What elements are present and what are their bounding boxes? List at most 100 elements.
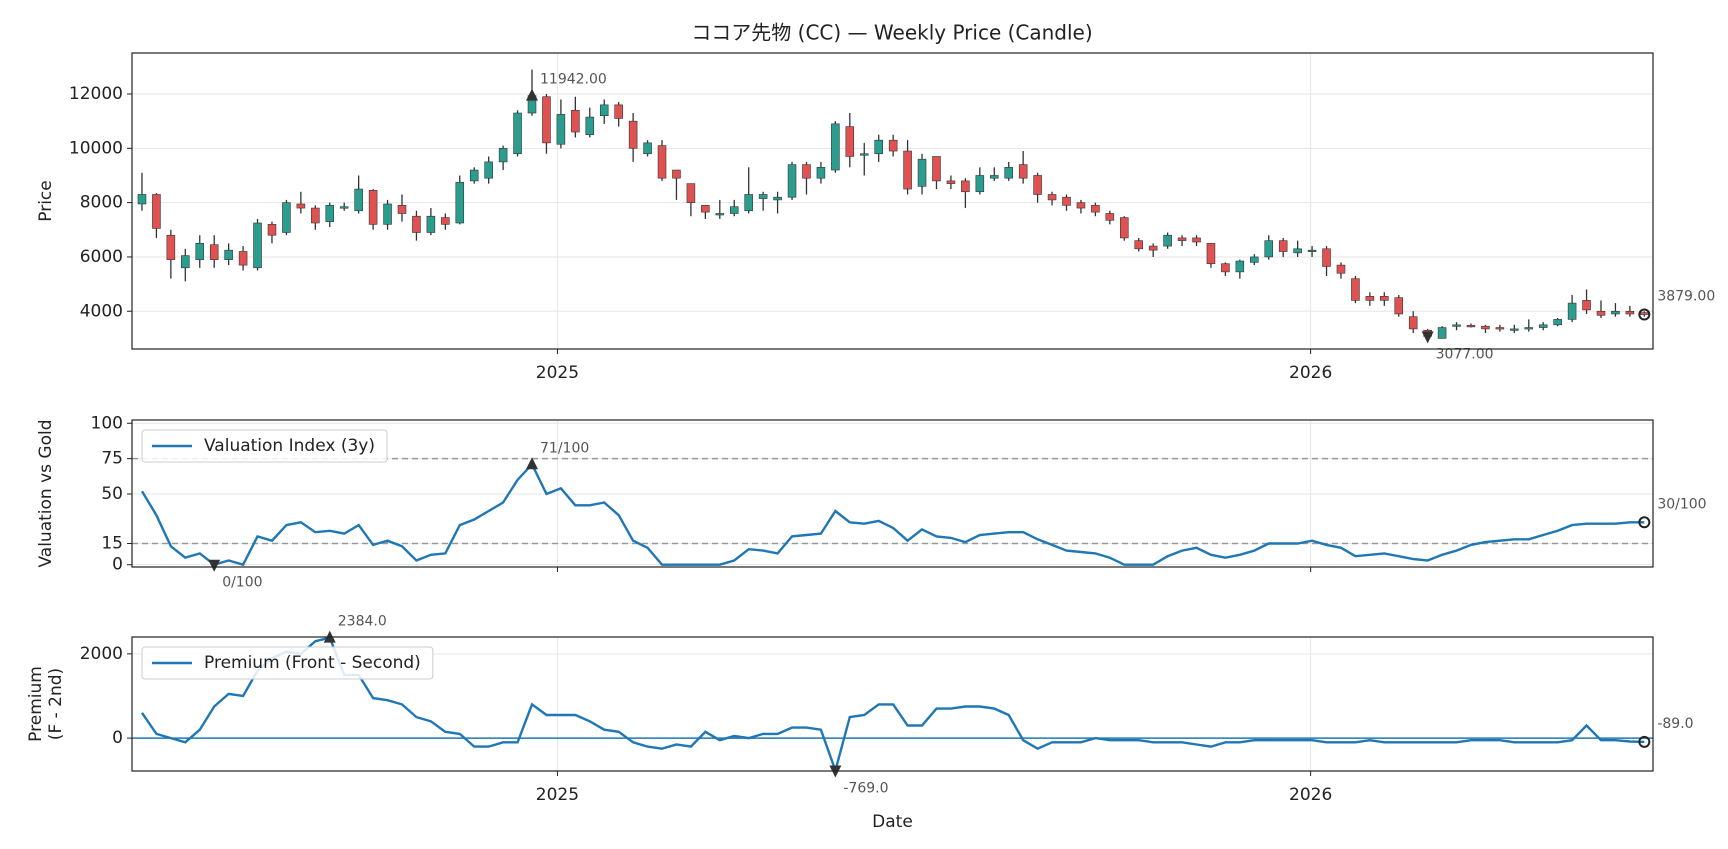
candle-body: [498, 148, 508, 163]
max-marker: [526, 457, 539, 470]
candle-body: [1510, 328, 1519, 331]
legend-box: [141, 646, 434, 680]
candle-body: [643, 142, 652, 155]
candle-body: [1235, 260, 1245, 273]
candle-body: [484, 161, 493, 179]
min-marker: [1421, 331, 1434, 344]
annotation-label: 30/100: [1657, 496, 1706, 512]
candle-body: [1062, 196, 1071, 206]
chart-title: ココア先物 (CC) — Weekly Price (Candle): [691, 21, 1092, 45]
y-tick-label: 15: [101, 534, 123, 554]
candle-body: [209, 244, 219, 260]
candle-body: [773, 196, 782, 201]
candle-body: [152, 194, 161, 229]
candle-body: [1640, 312, 1649, 315]
candle-body: [296, 203, 306, 209]
candle-body: [1278, 240, 1288, 252]
line-series: [140, 462, 1645, 567]
candle-body: [1293, 248, 1302, 254]
candle-body: [1206, 243, 1216, 265]
annotation-label: 71/100: [540, 440, 589, 456]
candle-body: [961, 180, 970, 193]
candle-body: [267, 224, 277, 236]
candle-body: [542, 96, 551, 144]
candle-body: [1408, 316, 1418, 330]
candle-body: [1481, 325, 1490, 330]
candle-body: [137, 194, 147, 205]
candle-body: [1365, 296, 1375, 301]
candle-body: [1466, 325, 1476, 328]
candle-body: [224, 249, 233, 260]
candle-body: [1452, 324, 1461, 327]
candle-body: [1105, 213, 1115, 221]
candle-body: [455, 181, 465, 224]
candle-body: [599, 104, 609, 117]
candle-body: [1033, 175, 1042, 195]
max-marker: [526, 88, 539, 101]
candle-body: [1018, 164, 1028, 179]
legend-box: [141, 429, 388, 463]
legend-label: Valuation Index (3y): [204, 436, 375, 456]
candle-body: [441, 217, 450, 225]
candle-body: [845, 126, 855, 157]
candle-body: [1120, 217, 1129, 239]
candle-body: [1307, 249, 1317, 252]
y-tick-label: 50: [101, 484, 123, 504]
candle-body: [1611, 310, 1620, 315]
candle-body: [1625, 310, 1635, 315]
annotation-label: 11942.00: [540, 72, 607, 88]
candle-body: [614, 104, 623, 119]
last-marker: [1638, 308, 1651, 321]
y-tick-label: 8000: [80, 193, 123, 213]
candle-body: [1582, 300, 1591, 311]
candle-body: [701, 205, 710, 213]
candle-body: [946, 180, 956, 184]
candle-body: [253, 222, 262, 269]
candle-body: [1076, 202, 1086, 209]
candle-body: [859, 153, 869, 156]
candle-body: [758, 194, 768, 199]
candle-body: [368, 190, 378, 225]
last-marker: [1638, 735, 1651, 748]
candle-body: [1177, 237, 1187, 241]
plot-frame: [131, 52, 1654, 350]
candle-body: [426, 215, 436, 233]
candle-body: [166, 234, 176, 260]
x-tick-label: 2026: [1289, 785, 1332, 805]
candle-body: [744, 194, 753, 212]
candle-body: [325, 205, 335, 222]
candle-body: [1264, 240, 1274, 258]
candle-body: [1336, 264, 1346, 274]
y-tick-label: 12000: [69, 84, 123, 104]
candle-body: [238, 251, 248, 266]
candle-body: [383, 203, 392, 225]
candle-body: [195, 243, 205, 260]
candle-body: [686, 183, 696, 203]
y-tick-label: 10000: [69, 138, 123, 158]
candle-body: [585, 116, 595, 136]
candle-body: [354, 188, 363, 212]
y-tick-label: 100: [91, 413, 123, 433]
candle-body: [556, 114, 566, 145]
annotation-label: 3879.00: [1657, 289, 1715, 305]
x-tick-label: 2026: [1289, 363, 1332, 383]
y-tick-label: 2000: [80, 644, 123, 664]
legend-label: Premium (Front - Second): [204, 653, 421, 673]
candle-body: [1322, 248, 1331, 267]
candle-body: [311, 207, 320, 224]
y-axis-label: Premium: [26, 666, 46, 742]
annotation-label: 2384.0: [338, 614, 387, 630]
candle-body: [975, 175, 985, 193]
plot-frame: [131, 636, 1654, 772]
candle-body: [1250, 256, 1259, 263]
candle-body: [1004, 167, 1013, 179]
annotation-label: 3077.00: [1436, 346, 1494, 362]
y-tick-label: 0: [112, 555, 123, 575]
y-tick-label: 0: [112, 728, 123, 748]
candle-body: [1192, 237, 1201, 243]
candle-body: [657, 145, 667, 179]
candle-body: [1221, 263, 1230, 273]
candle-body: [715, 213, 725, 216]
min-marker: [208, 559, 221, 572]
